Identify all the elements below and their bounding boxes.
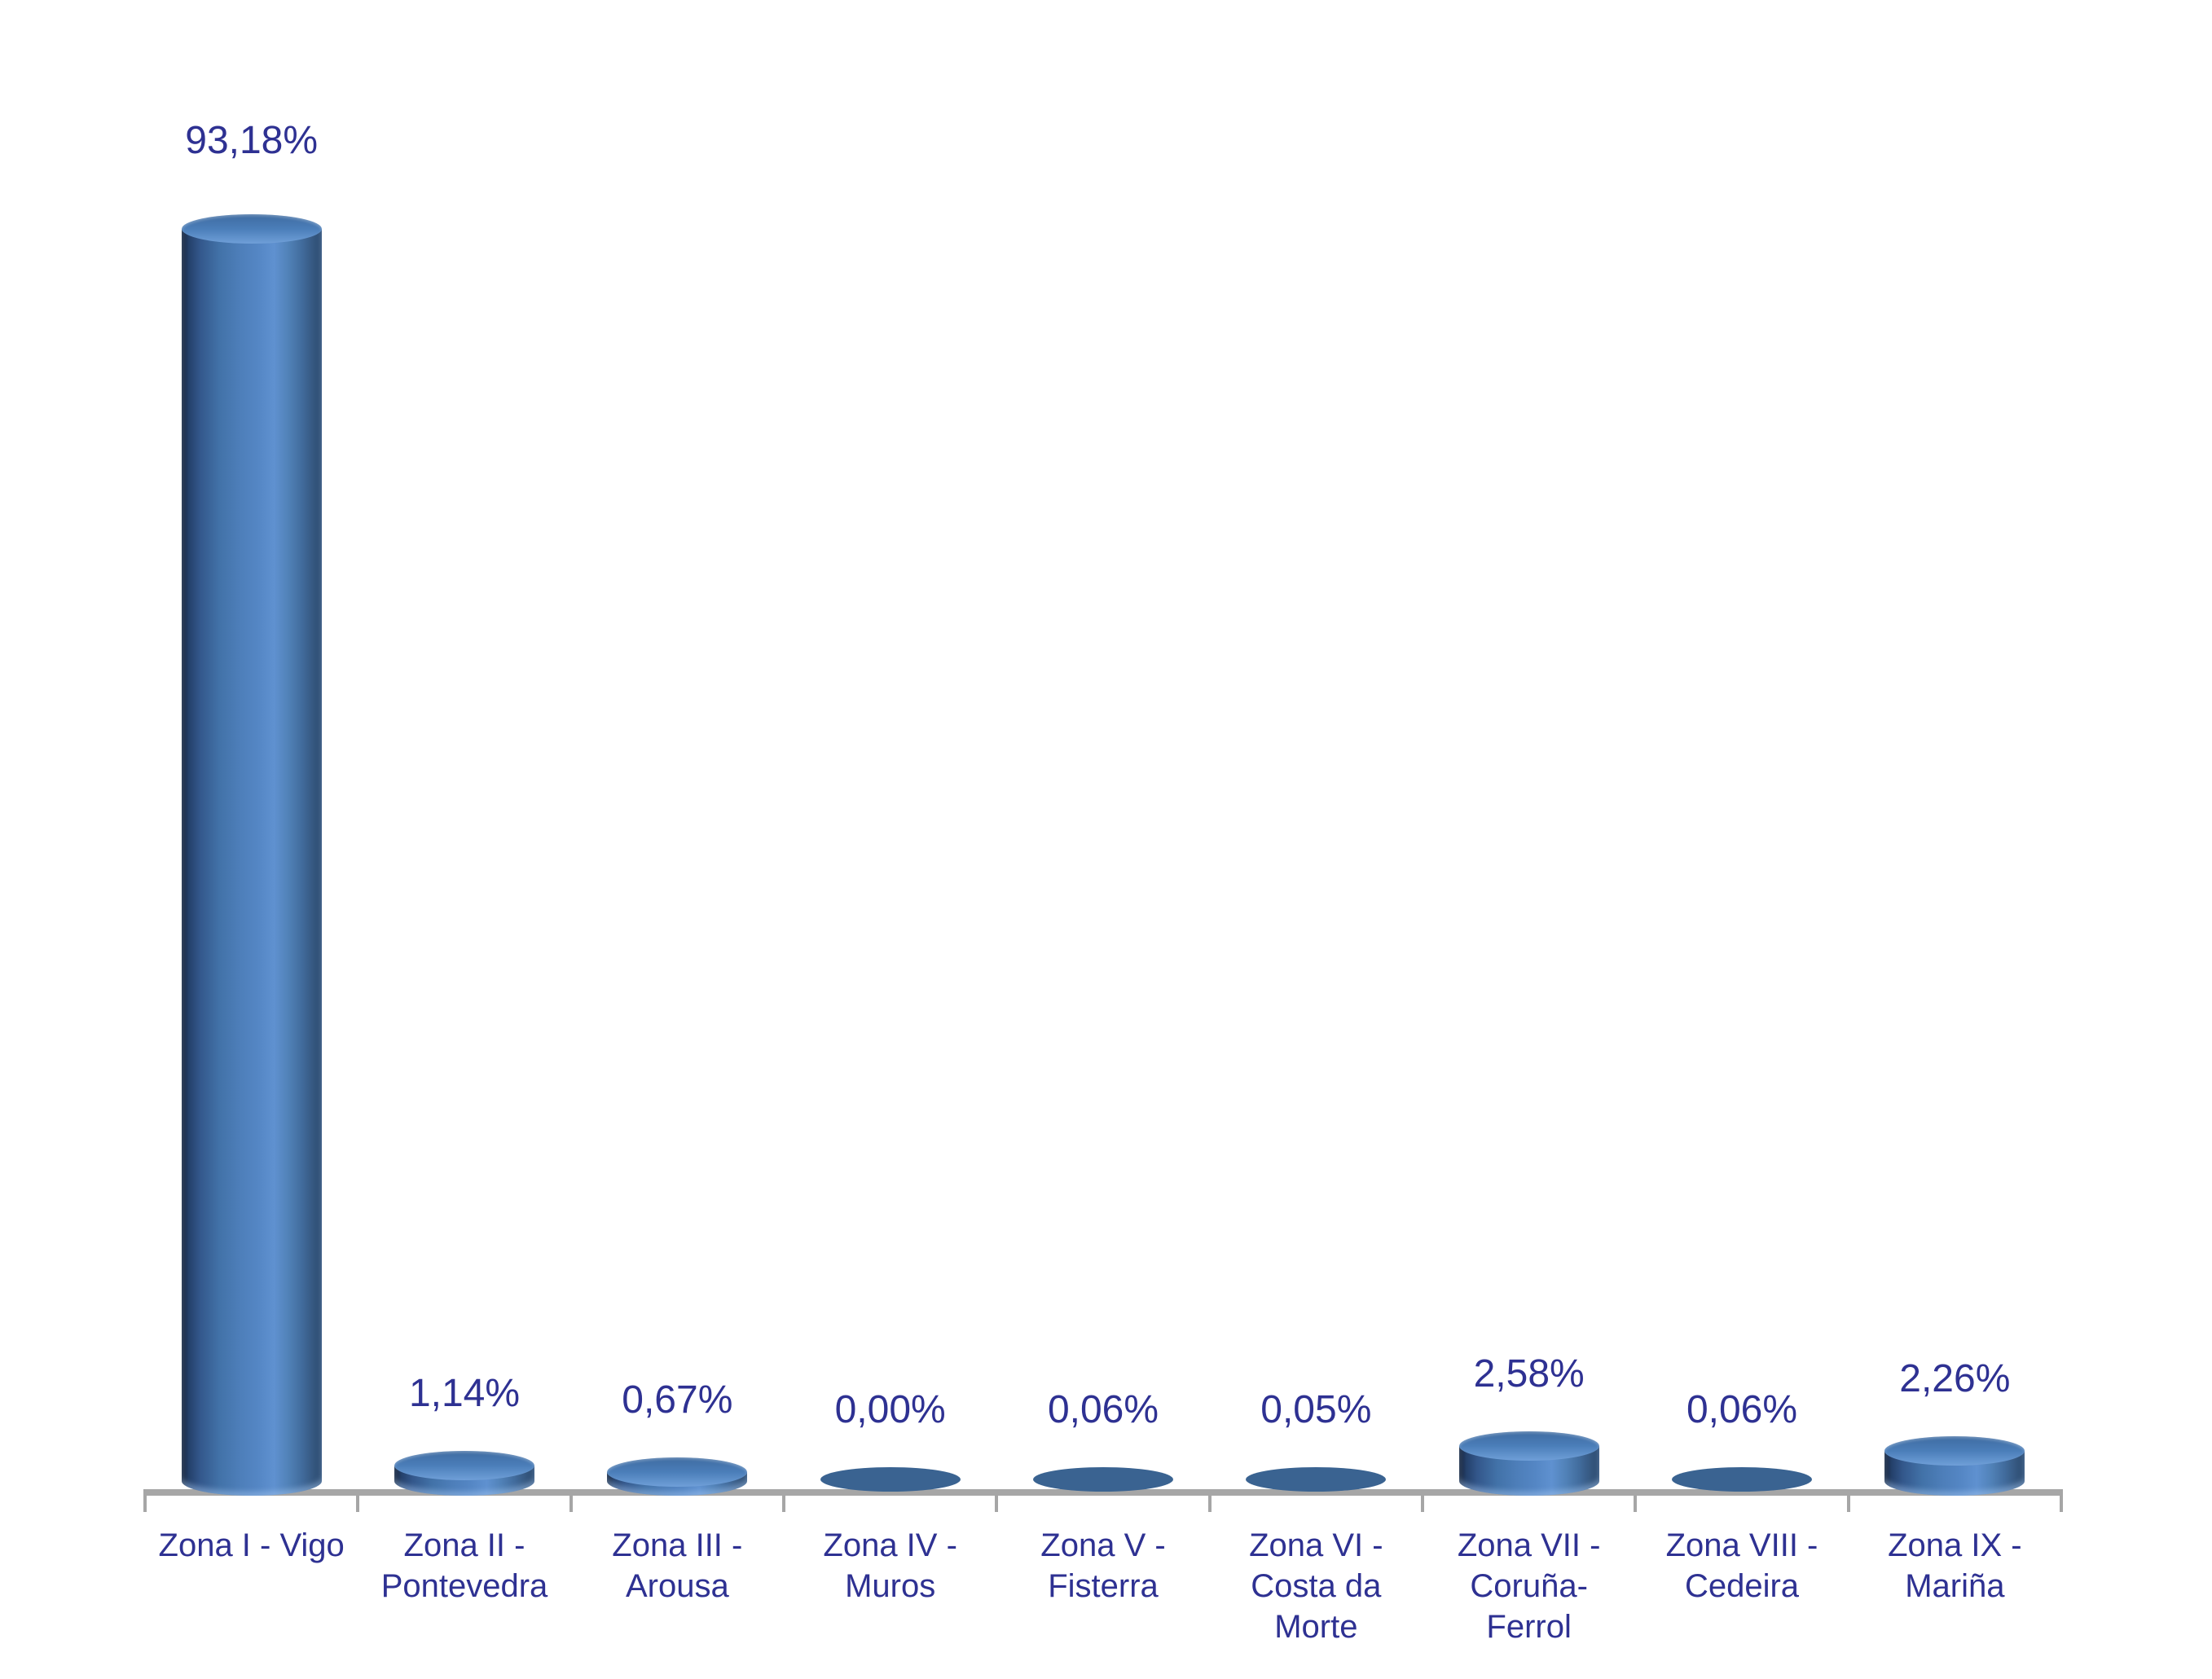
bar-cylinder — [1458, 1431, 1599, 1496]
category-label: Zona VI - Costa da Morte — [1249, 1527, 1383, 1645]
bar-cylinder-side — [181, 229, 322, 1496]
value-label: 0,00% — [834, 1388, 946, 1431]
category-label: Zona IV - Muros — [823, 1527, 957, 1604]
axis-tick — [1634, 1489, 1638, 1512]
category-label: Zona V - Fisterra — [1040, 1527, 1166, 1604]
value-label: 1,14% — [408, 1372, 521, 1415]
axis-tick — [782, 1489, 785, 1512]
axis-tick — [143, 1489, 147, 1512]
bar-cylinder — [607, 1457, 748, 1496]
category-label: Zona IX - Mariña — [1888, 1527, 2022, 1604]
category-label: Zona VIII - Cedeira — [1665, 1527, 1818, 1604]
axis-tick — [995, 1489, 999, 1512]
bar-cylinder-top — [181, 214, 322, 244]
bar-flat-disc — [1246, 1467, 1387, 1492]
value-label: 2,58% — [1473, 1352, 1585, 1396]
category-label: Zona VII - Coruña-Ferrol — [1457, 1527, 1601, 1645]
value-label: 0,67% — [622, 1378, 733, 1422]
axis-tick — [569, 1489, 573, 1512]
bar-cylinder — [181, 214, 322, 1496]
value-label: 0,05% — [1260, 1388, 1372, 1431]
category-label: Zona III - Arousa — [612, 1527, 743, 1604]
category-label: Zona II - Pontevedra — [380, 1527, 548, 1604]
axis-tick — [356, 1489, 360, 1512]
bar-cylinder-top — [1458, 1431, 1599, 1461]
value-label: 0,06% — [1047, 1388, 1159, 1431]
bar-cylinder-top — [607, 1457, 748, 1487]
value-label: 0,06% — [1686, 1388, 1798, 1431]
category-label: Zona I - Vigo — [158, 1527, 345, 1563]
bar-flat-disc — [1033, 1467, 1173, 1492]
axis-tick — [1846, 1489, 1850, 1512]
bar-cylinder-top — [1884, 1436, 2025, 1466]
axis-tick — [1207, 1489, 1212, 1512]
bar-cylinder-top — [394, 1451, 534, 1480]
bar-cylinder — [394, 1451, 534, 1496]
bar-flat-disc — [1672, 1467, 1812, 1492]
bar-flat-disc — [820, 1467, 961, 1492]
x-axis-line — [145, 1489, 2062, 1496]
value-label: 93,18% — [185, 119, 319, 162]
axis-tick — [2060, 1489, 2063, 1512]
axis-tick — [1421, 1489, 1424, 1512]
value-label: 2,26% — [1899, 1357, 2011, 1400]
bar-cylinder — [1884, 1436, 2025, 1496]
